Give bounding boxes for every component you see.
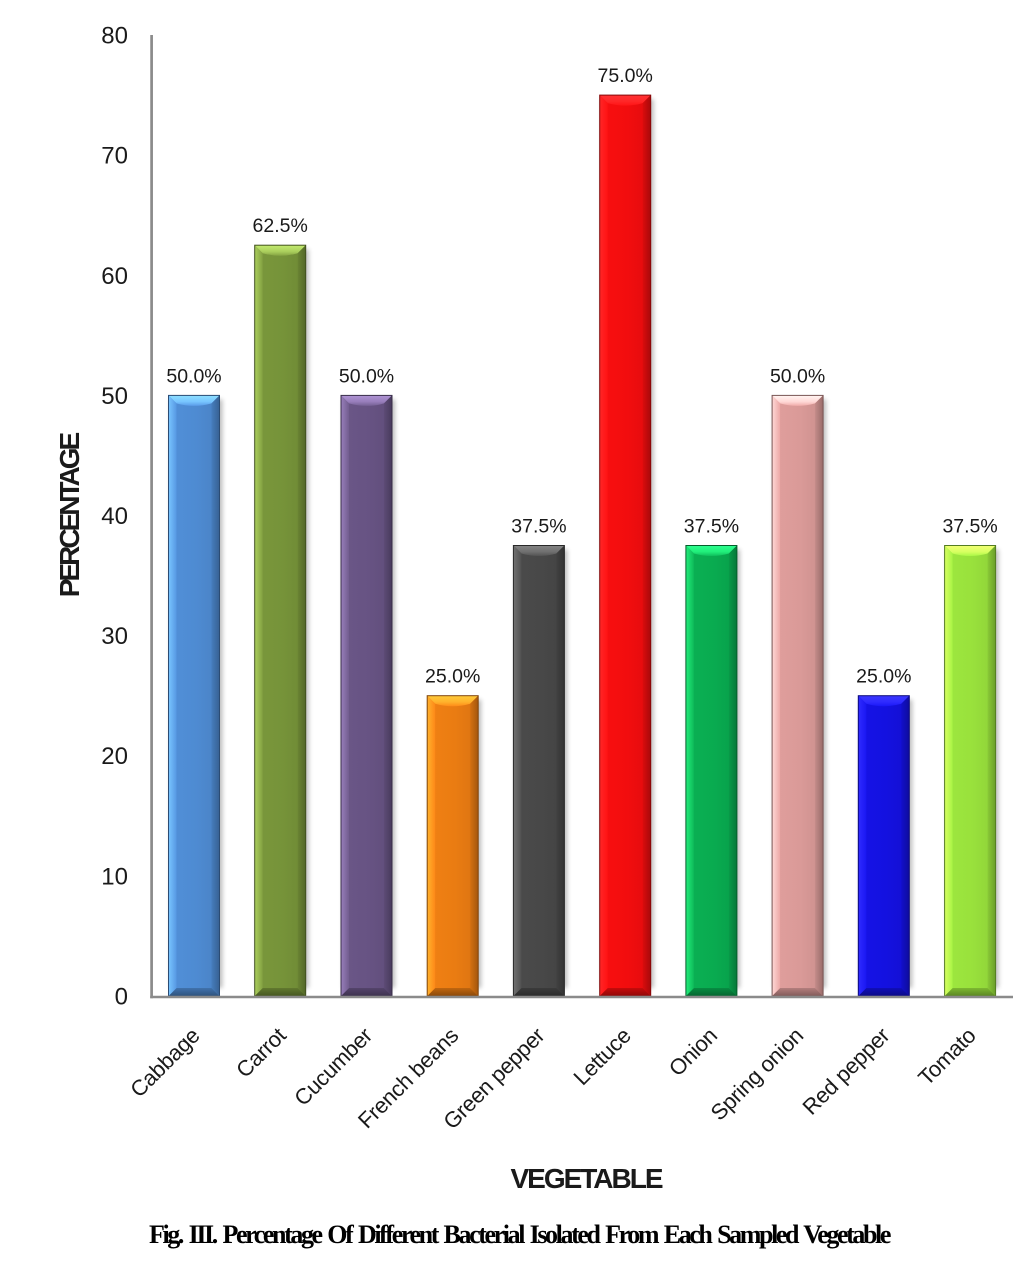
- svg-text:75.0%: 75.0%: [598, 65, 653, 87]
- svg-text:25.0%: 25.0%: [856, 666, 911, 688]
- svg-text:50.0%: 50.0%: [166, 365, 221, 387]
- svg-text:70: 70: [101, 143, 128, 170]
- svg-text:PERCENTAGE: PERCENTAGE: [54, 432, 85, 597]
- svg-text:62.5%: 62.5%: [253, 215, 308, 237]
- svg-text:20: 20: [101, 743, 128, 770]
- svg-text:50.0%: 50.0%: [770, 365, 825, 387]
- svg-text:VEGETABLE: VEGETABLE: [510, 1163, 662, 1194]
- svg-text:60: 60: [101, 263, 128, 290]
- svg-text:37.5%: 37.5%: [942, 516, 997, 538]
- svg-text:30: 30: [101, 623, 128, 650]
- svg-text:0: 0: [115, 984, 128, 1011]
- svg-text:25.0%: 25.0%: [425, 666, 480, 688]
- svg-text:50.0%: 50.0%: [339, 365, 394, 387]
- svg-text:37.5%: 37.5%: [684, 516, 739, 538]
- svg-text:10: 10: [101, 863, 128, 890]
- svg-text:37.5%: 37.5%: [511, 516, 566, 538]
- svg-text:Fig. III. Percentage Of Differ: Fig. III. Percentage Of Different Bacter…: [149, 1220, 891, 1249]
- svg-text:80: 80: [101, 23, 128, 50]
- svg-text:50: 50: [101, 383, 128, 410]
- svg-text:40: 40: [101, 503, 128, 530]
